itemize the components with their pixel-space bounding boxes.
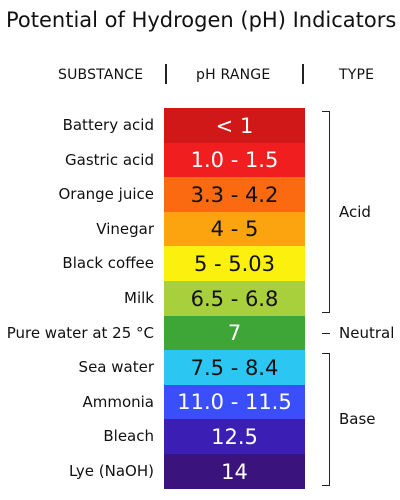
page-title: Potential of Hydrogen (pH) Indicators [6, 8, 397, 32]
header-substance: SUBSTANCE [58, 67, 144, 83]
ph-range-band: 11.0 - 11.5 [164, 384, 305, 420]
type-label: Base [339, 410, 376, 429]
substance-label: Milk [124, 289, 154, 307]
header-ph-range: pH RANGE [196, 67, 271, 83]
header-type: TYPE [339, 67, 375, 83]
ph-range-band: 1.0 - 1.5 [164, 142, 305, 178]
substance-label: Lye (NaOH) [68, 462, 154, 480]
type-bracket [322, 111, 330, 313]
type-bracket [322, 353, 330, 486]
substance-label: Battery acid [62, 116, 154, 134]
ph-range-band: 7.5 - 8.4 [164, 350, 305, 386]
type-label: Acid [339, 202, 371, 221]
ph-range-band: 12.5 [164, 419, 305, 455]
ph-range-band: 7 [164, 315, 305, 351]
type-label: Neutral [339, 323, 395, 342]
ph-range-band: 14 [164, 454, 305, 490]
substance-label: Orange juice [58, 185, 154, 204]
ph-range-band: < 1 [164, 108, 305, 144]
substance-label: Gastric acid [65, 150, 154, 169]
ph-range-band: 4 - 5 [164, 211, 305, 247]
substance-label: Bleach [103, 427, 154, 446]
type-tick [322, 332, 330, 334]
substance-label: Ammonia [82, 392, 154, 411]
substance-label: Pure water at 25 °C [6, 323, 154, 342]
header-divider [165, 64, 167, 84]
ph-range-band: 5 - 5.03 [164, 246, 305, 282]
ph-range-band: 3.3 - 4.2 [164, 177, 305, 213]
substance-label: Black coffee [62, 254, 154, 273]
header-divider [302, 64, 304, 84]
substance-label: Sea water [78, 358, 154, 377]
substance-label: Vinegar [96, 219, 154, 238]
ph-range-band: 6.5 - 6.8 [164, 281, 305, 317]
